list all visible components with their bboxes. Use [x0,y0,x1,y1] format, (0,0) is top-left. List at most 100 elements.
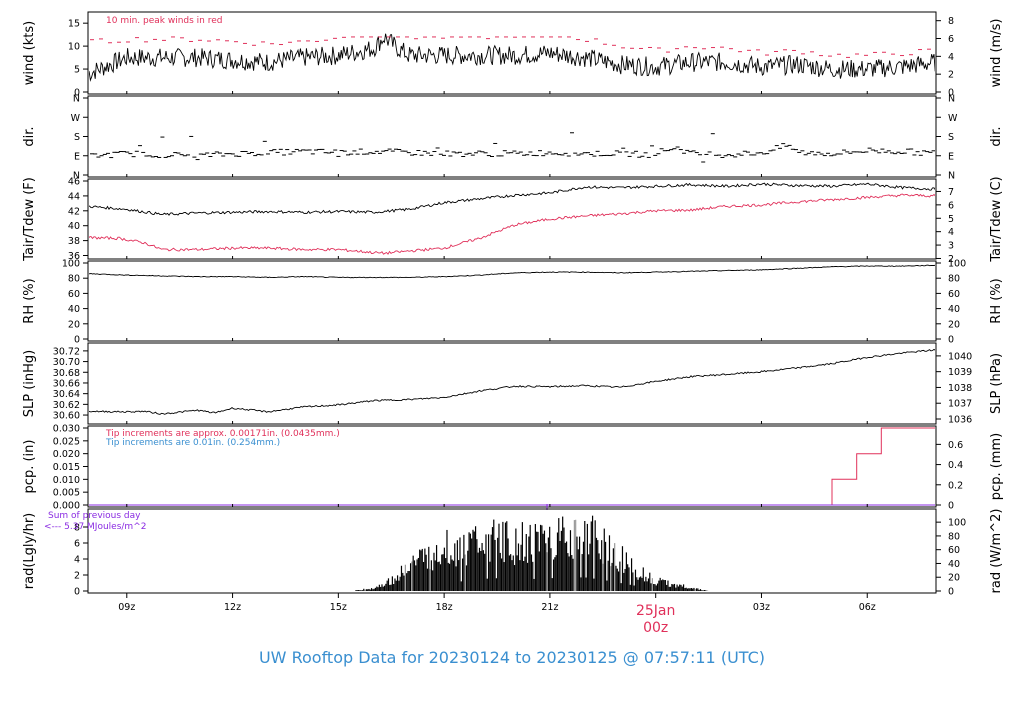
y-tick-label-left: 30.72 [53,346,80,357]
annotation-sum-previous-day: Sum of previous day [48,511,141,521]
x-tick-label: 06z [859,602,876,613]
y-tick-label-left: 0.030 [53,424,80,435]
y-tick-label-left: 30.66 [53,378,80,389]
x-tick-label: 21z [541,602,558,613]
y-tick-label-left: 0 [74,587,80,598]
panel-data [89,427,935,506]
panel-frame [87,178,937,260]
y-axis-label-right: pcp. (mm) [989,433,1004,500]
y-tick-label-left: 30.68 [53,368,80,379]
y-tick-label-right: 0 [948,501,954,512]
y-tick-label-right: 0.2 [948,480,963,491]
panel-frame [87,508,937,594]
y-tick-label-right: 2 [948,254,954,265]
y-axis-label-left: RH (%) [22,278,37,323]
y-tick-label-left: 46 [68,177,80,188]
x-tick-label: 18z [436,602,453,613]
series-line-Tair [89,182,935,216]
y-tick-label-left: 6 [74,539,80,550]
panel-frame [87,95,937,178]
y-tick-label-left: N [73,171,80,182]
y-axis-label-right: dir. [989,126,1004,146]
y-tick-label-right: W [948,113,958,124]
annotation-peak-winds: 10 min. peak winds in red [106,16,223,26]
panel-slp: SLP (inHg) SLP (hPa)30.6030.6230.6430.663… [22,342,1004,426]
panel-frame [87,260,937,342]
y-tick-label-right: 1036 [948,415,972,426]
y-tick-label-right: 3 [948,241,954,252]
y-tick-label-left: 42 [68,206,80,217]
y-tick-label-left: 10 [68,42,80,53]
y-tick-label-right: 0.4 [948,460,963,471]
y-tick-label-left: 40 [68,304,80,315]
y-tick-label-right: N [948,94,955,105]
footer-title: UW Rooftop Data for 20230124 to 20230125… [258,648,766,667]
y-tick-label-left: 36 [68,251,80,262]
y-tick-label-left: 0.010 [53,475,80,486]
y-tick-label-right: 0 [948,335,954,346]
annotation-tip-fine: Tip increments are approx. 0.00171in. (0… [105,429,340,439]
panel-frame [87,11,937,95]
y-tick-label-right: 80 [948,274,960,285]
series-line-pcp-fine [89,427,935,506]
y-tick-label-right: 5 [948,214,954,225]
y-tick-label-left: 5 [74,65,80,76]
y-tick-label-left: 0 [74,88,80,99]
y-tick-label-left: 30.70 [53,357,80,368]
y-tick-label-right: 1038 [948,383,972,394]
y-tick-label-right: 0 [948,587,954,598]
x-tick-label: 03z [753,602,770,613]
panel-data [89,348,935,415]
y-tick-label-right: 100 [948,259,966,270]
panel-wind: wind (kts) wind (m/s) 0 5 10 15 0 2 4 6 8 10 min. p… [22,11,1004,99]
annotation-tip-coarse: Tip increments are 0.01in. (0.254mm.) [105,438,280,448]
y-tick-label-left: 40 [68,221,80,232]
y-axis-label-left: rad(Lgly/hr) [22,513,37,589]
x-tick-label: 09z [118,602,135,613]
y-tick-label-left: 0.005 [53,488,80,499]
y-tick-label-right: 6 [948,200,954,211]
y-tick-label-left: 30.64 [53,389,80,400]
y-tick-label-right: 8 [948,16,954,27]
y-tick-label-right: 7 [948,187,954,198]
panel-frame [87,342,937,425]
y-tick-label-left: 0.020 [53,449,80,460]
y-tick-label-left: E [74,151,80,162]
y-tick-label-left: 15 [68,19,80,30]
y-tick-label-right: 20 [948,573,960,584]
panel-data [355,515,709,591]
y-tick-label-right: S [948,132,954,143]
panel-data [89,264,935,279]
y-tick-label-right: 4 [948,227,954,238]
y-tick-label-left: 0.000 [53,501,80,512]
panel-rh: RH (%) RH (%) 0 20 40 60 80 100 0 20 40 60 80 100 [22,259,1004,346]
y-tick-label-left: N [73,94,80,105]
y-tick-label-left: 30.62 [53,400,80,411]
y-axis-label-right: RH (%) [989,278,1004,323]
series-line-RH [89,264,935,279]
y-tick-label-left: 8 [74,523,80,534]
y-tick-label-right: N [948,171,955,182]
y-tick-label-left: 60 [68,289,80,300]
y-axis-label-left: Tair/Tdew (F) [22,177,37,262]
date-marker-label: 25Jan [636,603,675,619]
y-tick-label-left: 0.015 [53,462,80,473]
y-axis-label-left: wind (kts) [22,21,37,85]
y-tick-label-right: 100 [948,518,966,529]
series-line-SLP [89,348,935,415]
y-tick-label-right: 60 [948,545,960,556]
date-marker-sublabel: 00z [643,620,668,636]
y-tick-label-right: 40 [948,304,960,315]
panel-data [89,33,935,82]
y-tick-label-left: 38 [68,236,80,247]
panel-temp: Tair/Tdew (F) Tair/Tdew (C)36384042444623… [22,176,1004,265]
y-tick-label-right: 60 [948,289,960,300]
y-tick-label-right: 0.6 [948,440,963,451]
y-tick-label-right: 20 [948,319,960,330]
y-tick-label-right: E [948,151,954,162]
